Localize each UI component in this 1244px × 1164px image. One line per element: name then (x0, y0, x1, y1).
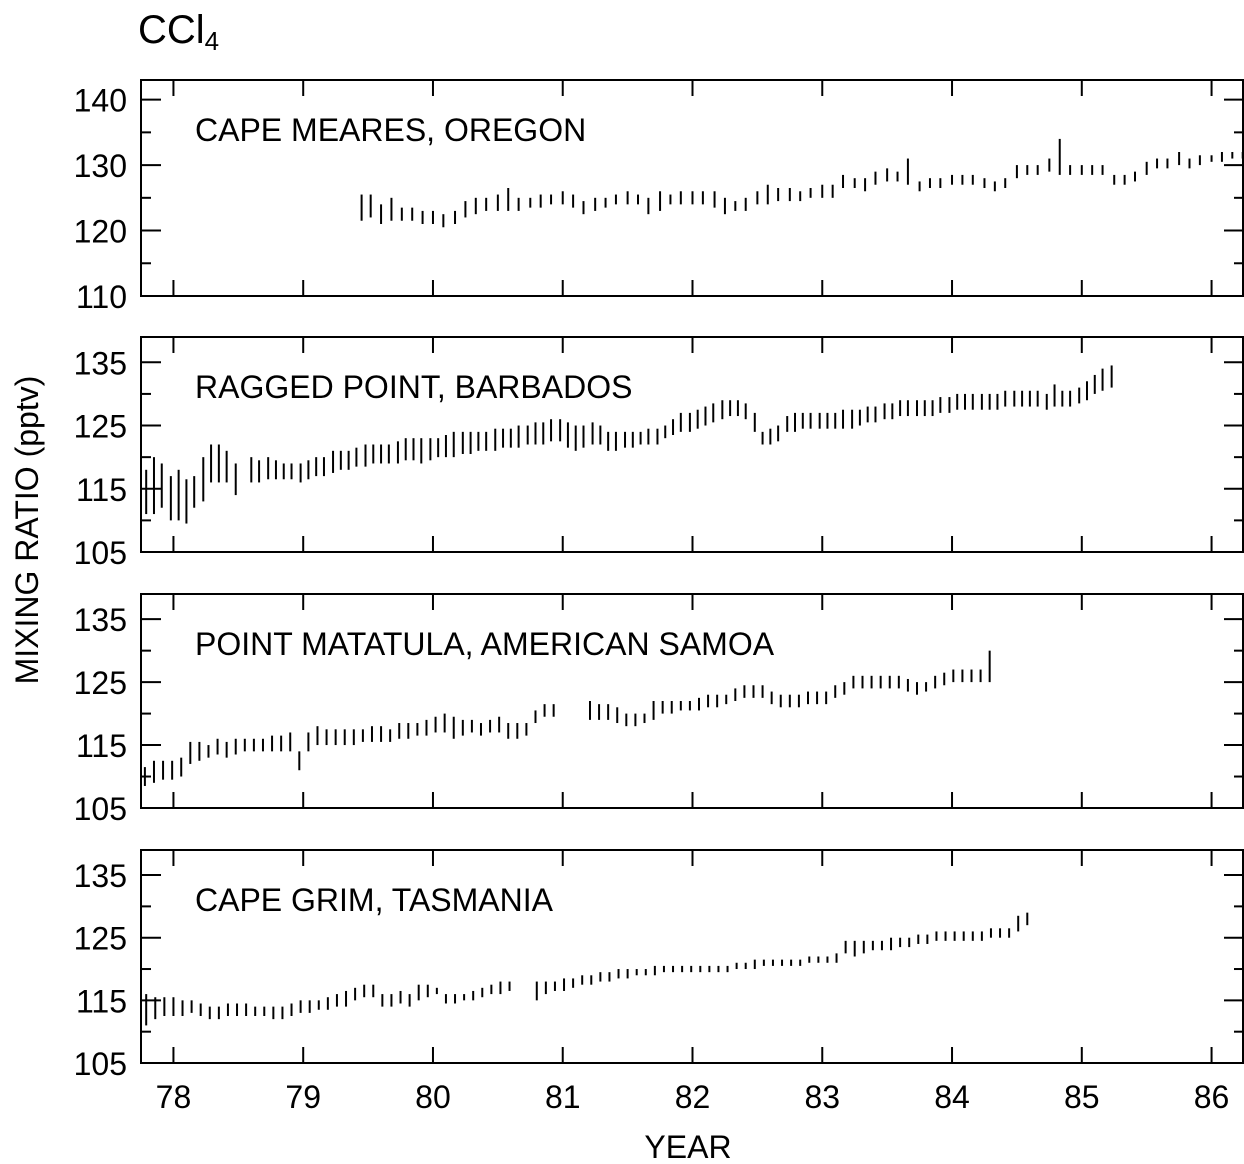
x-tick-label: 78 (156, 1079, 192, 1115)
y-tick-label: 135 (74, 858, 127, 894)
x-tick-label: 83 (804, 1079, 840, 1115)
y-tick-label: 115 (76, 472, 127, 508)
y-tick-label: 110 (76, 279, 127, 315)
x-axis-title: YEAR (644, 1129, 731, 1164)
panel-label: CAPE MEARES, OREGON (195, 112, 586, 148)
x-tick-label: 80 (415, 1079, 451, 1115)
x-tick-label: 81 (545, 1079, 581, 1115)
x-tick-label: 82 (675, 1079, 711, 1115)
x-tick-label: 85 (1064, 1079, 1100, 1115)
panel-label: RAGGED POINT, BARBADOS (195, 369, 632, 405)
y-tick-label: 135 (74, 345, 127, 381)
panel-label: CAPE GRIM, TASMANIA (195, 882, 554, 918)
y-tick-label: 115 (76, 728, 127, 764)
y-tick-label: 115 (76, 983, 127, 1019)
chart-title: CCl4 (138, 6, 219, 65)
y-tick-label: 105 (74, 791, 127, 827)
panel-label: POINT MATATULA, AMERICAN SAMOA (195, 626, 775, 662)
x-tick-label: 79 (285, 1079, 321, 1115)
y-tick-label: 105 (74, 535, 127, 571)
x-tick-label: 84 (934, 1079, 970, 1115)
title-main: CCl (138, 8, 205, 52)
y-tick-label: 135 (74, 602, 127, 638)
y-tick-label: 120 (74, 214, 127, 250)
y-tick-label: 105 (74, 1046, 127, 1082)
y-tick-label: 125 (74, 409, 127, 445)
y-tick-label: 125 (74, 665, 127, 701)
title-subscript: 4 (204, 26, 220, 56)
y-tick-label: 130 (74, 148, 127, 184)
y-tick-label: 125 (74, 921, 127, 957)
x-tick-label: 86 (1194, 1079, 1230, 1115)
y-axis-title: MIXING RATIO (pptv) (9, 376, 45, 685)
y-tick-label: 140 (74, 83, 127, 119)
